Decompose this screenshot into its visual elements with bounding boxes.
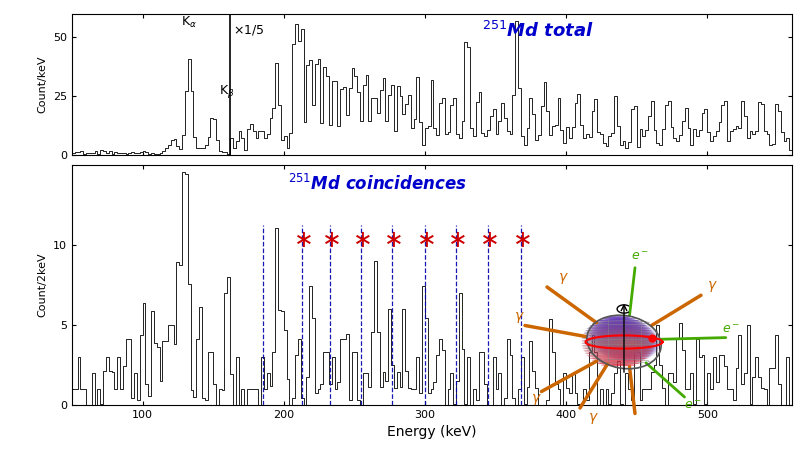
Ellipse shape bbox=[601, 325, 651, 357]
Text: $\ast$: $\ast$ bbox=[293, 228, 311, 252]
Ellipse shape bbox=[582, 344, 655, 346]
Ellipse shape bbox=[618, 338, 638, 350]
Ellipse shape bbox=[583, 333, 654, 335]
Text: $e^-$: $e^-$ bbox=[683, 399, 702, 412]
Text: $\times$1/5: $\times$1/5 bbox=[233, 23, 265, 37]
Ellipse shape bbox=[611, 333, 644, 353]
Ellipse shape bbox=[586, 328, 650, 330]
Ellipse shape bbox=[604, 328, 649, 356]
Ellipse shape bbox=[617, 337, 640, 351]
Ellipse shape bbox=[598, 320, 640, 322]
Ellipse shape bbox=[590, 318, 658, 361]
Text: $e^-$: $e^-$ bbox=[722, 324, 741, 337]
Text: $\ast$: $\ast$ bbox=[352, 228, 371, 252]
Ellipse shape bbox=[599, 324, 653, 358]
Ellipse shape bbox=[584, 331, 653, 333]
Ellipse shape bbox=[582, 334, 654, 337]
Ellipse shape bbox=[594, 361, 642, 363]
Ellipse shape bbox=[582, 339, 655, 342]
Ellipse shape bbox=[601, 364, 636, 366]
Text: $e^-$: $e^-$ bbox=[631, 250, 650, 263]
Text: $\ast$: $\ast$ bbox=[511, 228, 530, 252]
Text: $\gamma$: $\gamma$ bbox=[514, 310, 525, 325]
Ellipse shape bbox=[606, 329, 647, 355]
Ellipse shape bbox=[615, 336, 641, 351]
Ellipse shape bbox=[588, 317, 660, 362]
Ellipse shape bbox=[582, 347, 654, 350]
Ellipse shape bbox=[584, 351, 653, 353]
Ellipse shape bbox=[586, 329, 652, 332]
Text: $^{251}$Md total: $^{251}$Md total bbox=[482, 21, 594, 40]
Text: $\ast$: $\ast$ bbox=[479, 228, 498, 252]
Text: $\ast$: $\ast$ bbox=[321, 228, 340, 252]
Ellipse shape bbox=[586, 352, 652, 355]
Ellipse shape bbox=[621, 339, 638, 349]
Text: $\ast$: $\ast$ bbox=[383, 228, 402, 252]
Ellipse shape bbox=[582, 338, 655, 340]
Y-axis label: Count/2keV: Count/2keV bbox=[38, 252, 47, 317]
Ellipse shape bbox=[582, 346, 655, 348]
Ellipse shape bbox=[598, 362, 640, 364]
Ellipse shape bbox=[610, 332, 645, 353]
Ellipse shape bbox=[597, 323, 654, 358]
Ellipse shape bbox=[583, 349, 654, 351]
Ellipse shape bbox=[588, 326, 649, 328]
Ellipse shape bbox=[614, 334, 642, 352]
Ellipse shape bbox=[606, 316, 630, 318]
Ellipse shape bbox=[590, 357, 647, 360]
Ellipse shape bbox=[622, 341, 636, 348]
Y-axis label: Count/keV: Count/keV bbox=[38, 55, 47, 113]
Text: $\ast$: $\ast$ bbox=[415, 228, 434, 252]
Ellipse shape bbox=[592, 323, 646, 325]
Ellipse shape bbox=[594, 320, 656, 360]
Ellipse shape bbox=[602, 327, 650, 356]
Text: K$_\alpha$: K$_\alpha$ bbox=[181, 15, 197, 30]
Ellipse shape bbox=[582, 341, 656, 343]
Text: K$_\beta$: K$_\beta$ bbox=[219, 83, 234, 100]
Ellipse shape bbox=[601, 318, 636, 320]
Text: $\gamma$: $\gamma$ bbox=[706, 279, 718, 294]
Text: $\gamma$: $\gamma$ bbox=[558, 271, 569, 286]
Text: $\ast$: $\ast$ bbox=[446, 228, 466, 252]
Ellipse shape bbox=[582, 342, 655, 345]
Ellipse shape bbox=[608, 331, 646, 354]
Ellipse shape bbox=[588, 356, 649, 358]
Ellipse shape bbox=[592, 319, 658, 360]
Ellipse shape bbox=[582, 336, 655, 338]
X-axis label: Energy (keV): Energy (keV) bbox=[387, 425, 477, 439]
Ellipse shape bbox=[592, 359, 646, 361]
Ellipse shape bbox=[590, 324, 647, 327]
Text: $^{251}$Md coincidences: $^{251}$Md coincidences bbox=[288, 174, 467, 194]
Text: $\gamma$: $\gamma$ bbox=[530, 392, 542, 407]
Ellipse shape bbox=[586, 354, 650, 356]
Ellipse shape bbox=[595, 322, 655, 359]
Text: $\gamma$: $\gamma$ bbox=[588, 411, 599, 427]
Ellipse shape bbox=[594, 321, 642, 323]
